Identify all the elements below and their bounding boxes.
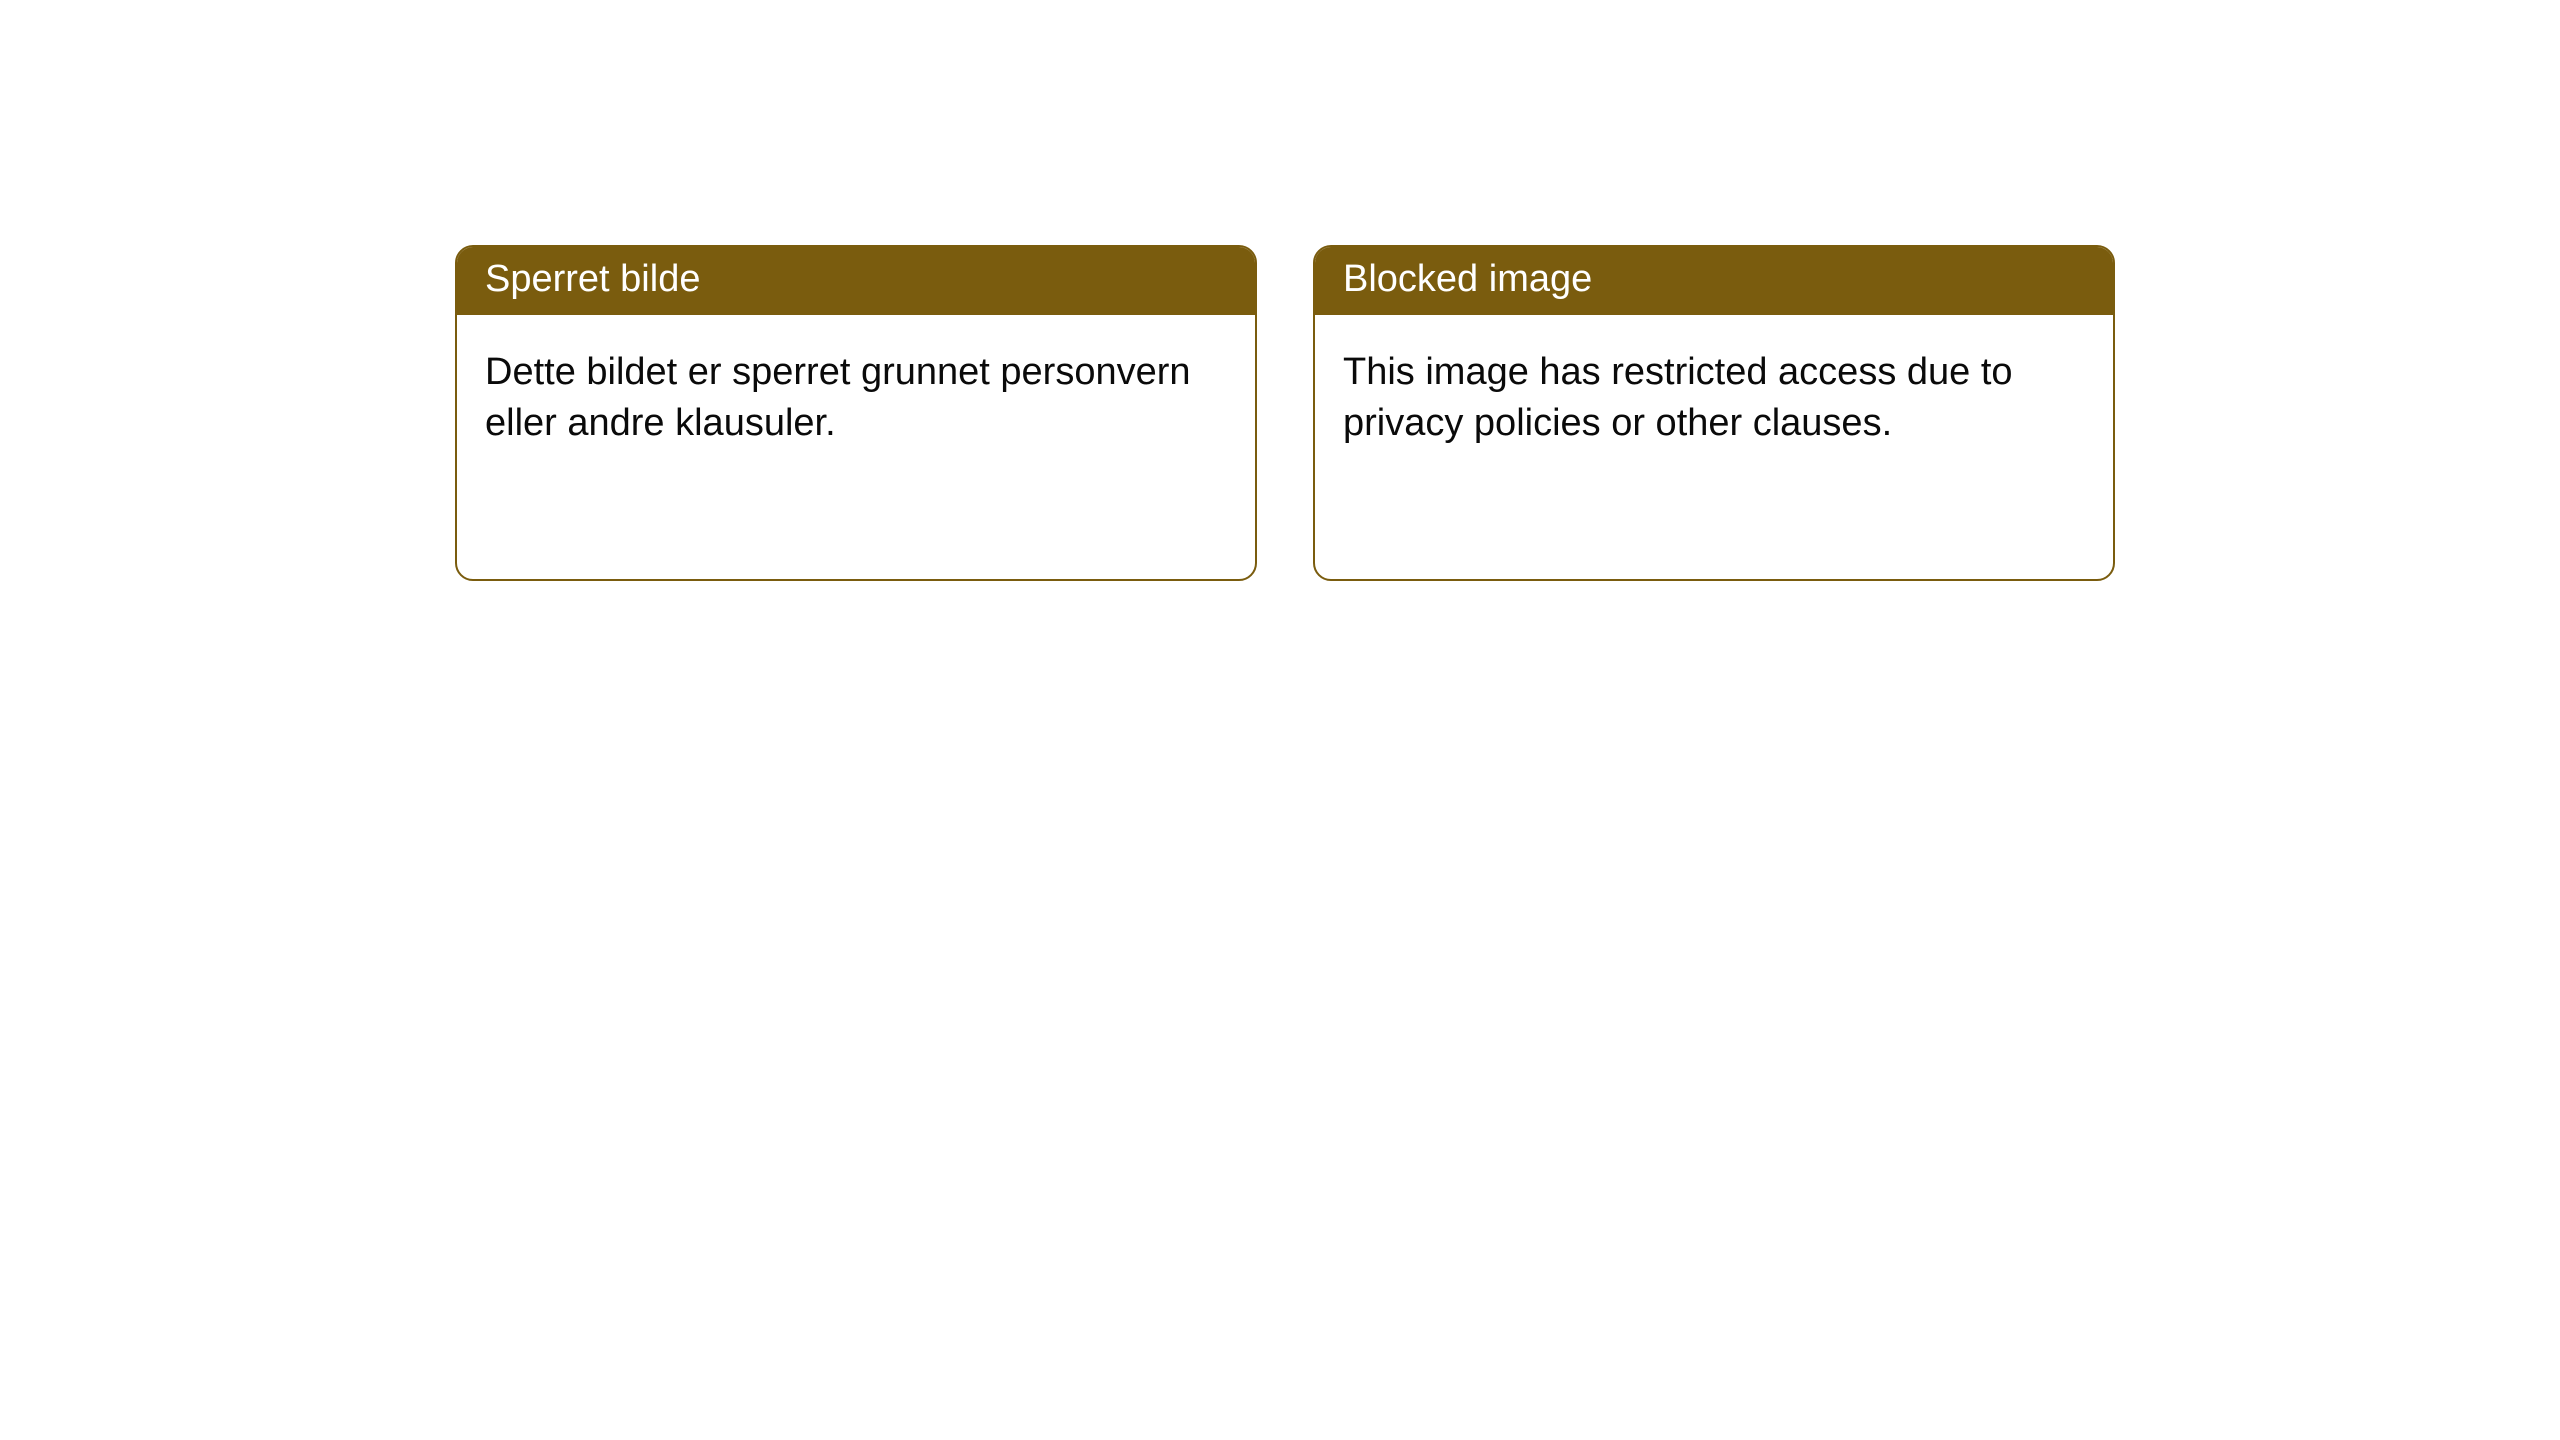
notice-card-english: Blocked image This image has restricted … [1313,245,2115,581]
notice-body: Dette bildet er sperret grunnet personve… [457,315,1255,482]
notice-header: Sperret bilde [457,247,1255,315]
notice-body: This image has restricted access due to … [1315,315,2113,482]
notice-container: Sperret bilde Dette bildet er sperret gr… [0,0,2560,581]
notice-card-norwegian: Sperret bilde Dette bildet er sperret gr… [455,245,1257,581]
notice-header: Blocked image [1315,247,2113,315]
